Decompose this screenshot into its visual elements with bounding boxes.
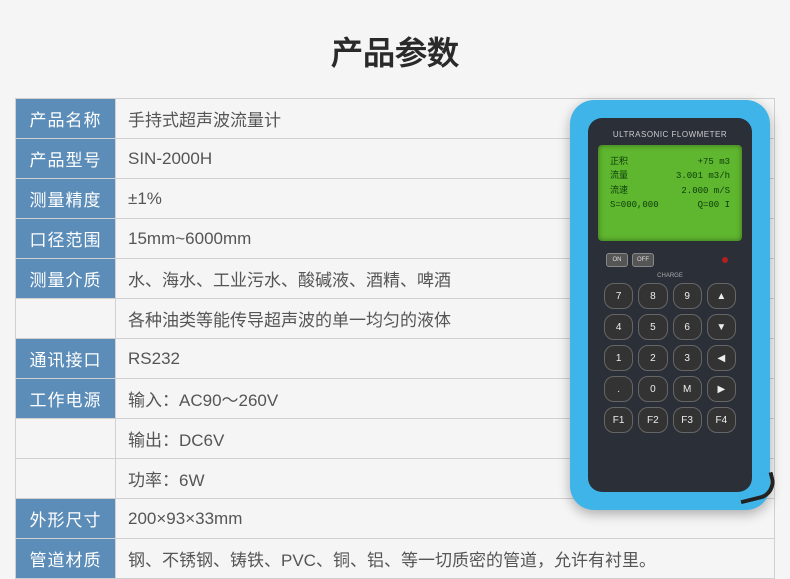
charge-label: CHARGE [598,273,742,283]
keypad-key[interactable]: 0 [638,376,667,402]
keypad-key[interactable]: 1 [604,345,633,371]
spec-label: 外形尺寸 [16,499,116,539]
spec-label: 产品名称 [16,99,116,139]
spec-label: 口径范围 [16,219,116,259]
keypad-key[interactable]: F2 [638,407,667,433]
on-button[interactable]: ON [606,253,628,267]
spec-label [16,459,116,499]
spec-label: 产品型号 [16,139,116,179]
keypad-key[interactable]: 6 [673,314,702,340]
keypad-key[interactable]: F4 [707,407,736,433]
device-brand: ULTRASONIC FLOWMETER [598,126,742,145]
table-row: 管道材质钢、不锈钢、铸铁、PVC、铜、铝、等一切质密的管道，允许有衬里。 [16,539,775,579]
keypad-key[interactable]: M [673,376,702,402]
keypad-key[interactable]: 9 [673,283,702,309]
spec-label: 测量精度 [16,179,116,219]
keypad-key[interactable]: 7 [604,283,633,309]
page-title: 产品参数 [0,0,790,98]
keypad-key[interactable]: 8 [638,283,667,309]
keypad-key[interactable]: ▲ [707,283,736,309]
spec-label: 工作电源 [16,379,116,419]
keypad-key[interactable]: ◀ [707,345,736,371]
spec-label [16,419,116,459]
spec-label: 测量介质 [16,259,116,299]
keypad: 789▲ 456▼ 123◀.0M▶ F1F2F3F4 [598,283,742,433]
keypad-key[interactable]: 3 [673,345,702,371]
charge-led [722,257,728,263]
keypad-key[interactable]: 2 [638,345,667,371]
device-image: ULTRASONIC FLOWMETER 正积+75 m3 流量3.001 m3… [570,100,770,510]
keypad-key[interactable]: 4 [604,314,633,340]
keypad-key[interactable]: 5 [638,314,667,340]
spec-label: 管道材质 [16,539,116,579]
spec-label: 通讯接口 [16,339,116,379]
off-button[interactable]: OFF [632,253,654,267]
keypad-key[interactable]: F3 [673,407,702,433]
spec-value: 钢、不锈钢、铸铁、PVC、铜、铝、等一切质密的管道，允许有衬里。 [116,539,775,579]
keypad-key[interactable]: ▶ [707,376,736,402]
spec-label [16,299,116,339]
keypad-key[interactable]: . [604,376,633,402]
device-screen: 正积+75 m3 流量3.001 m3/h 流速2.000 m/S S=000,… [598,145,742,241]
keypad-key[interactable]: ▼ [707,314,736,340]
keypad-key[interactable]: F1 [604,407,633,433]
